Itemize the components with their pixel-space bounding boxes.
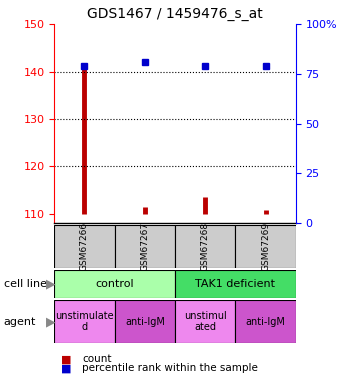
Text: agent: agent: [4, 316, 36, 327]
Title: GDS1467 / 1459476_s_at: GDS1467 / 1459476_s_at: [87, 7, 263, 21]
Text: GSM67268: GSM67268: [201, 222, 210, 271]
Text: ▶: ▶: [46, 278, 55, 291]
Bar: [54, 270, 175, 298]
Text: GSM67269: GSM67269: [261, 222, 270, 271]
Text: ▶: ▶: [46, 315, 55, 328]
Bar: [175, 270, 296, 298]
Bar: [175, 300, 235, 343]
Bar: [54, 225, 115, 268]
Text: ■: ■: [61, 354, 72, 364]
Bar: [115, 225, 175, 268]
Bar: [175, 225, 235, 268]
Text: ■: ■: [61, 363, 72, 373]
Text: unstimulate
d: unstimulate d: [55, 311, 114, 332]
Text: cell line: cell line: [4, 279, 47, 289]
Text: anti-IgM: anti-IgM: [125, 316, 165, 327]
Text: control: control: [95, 279, 134, 289]
Text: count: count: [82, 354, 112, 364]
Text: TAK1 deficient: TAK1 deficient: [195, 279, 275, 289]
Bar: [54, 300, 115, 343]
Text: percentile rank within the sample: percentile rank within the sample: [82, 363, 258, 373]
Bar: [235, 225, 296, 268]
Bar: [115, 300, 175, 343]
Text: unstimul
ated: unstimul ated: [184, 311, 226, 332]
Bar: [235, 300, 296, 343]
Text: anti-IgM: anti-IgM: [246, 316, 286, 327]
Text: GSM67267: GSM67267: [140, 222, 149, 271]
Text: GSM67266: GSM67266: [80, 222, 89, 271]
